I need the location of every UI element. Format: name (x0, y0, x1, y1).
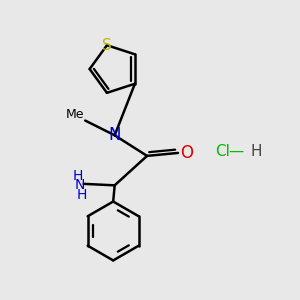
Text: —: — (228, 144, 243, 159)
Text: O: O (180, 144, 193, 162)
Text: Cl: Cl (215, 144, 230, 159)
Text: H: H (76, 188, 87, 202)
Text: N: N (74, 178, 85, 192)
Text: H: H (250, 144, 262, 159)
Text: H: H (73, 169, 83, 183)
Text: N: N (108, 126, 121, 144)
Text: Me: Me (66, 108, 84, 121)
Text: S: S (102, 38, 112, 53)
